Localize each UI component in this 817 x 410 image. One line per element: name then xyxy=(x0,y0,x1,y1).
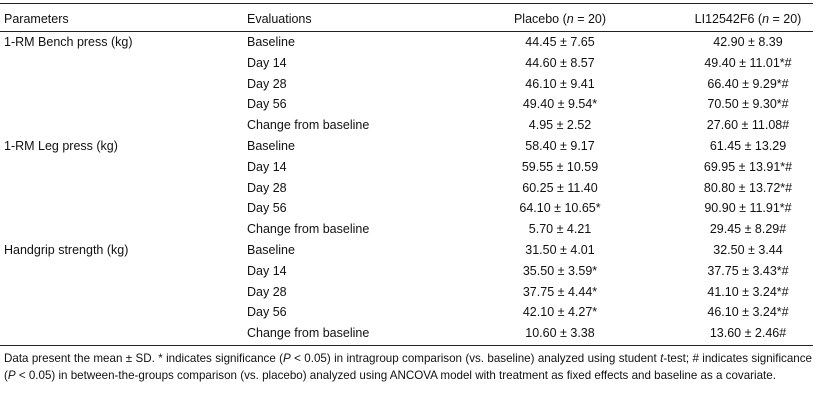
cell-parameter xyxy=(0,323,247,344)
cell-parameter xyxy=(0,198,247,219)
cell-treatment: 29.45 ± 8.29# xyxy=(709,222,787,237)
table-row: Day 14 59.55 ± 10.59 69.95 ± 13.91*# xyxy=(0,157,813,178)
cell-treatment: 80.80 ± 13.72*# xyxy=(703,180,793,195)
cell-parameter: 1-RM Bench press (kg) xyxy=(4,35,133,49)
cell-evaluation: Baseline xyxy=(247,35,295,49)
cell-treatment: 37.75 ± 3.43*# xyxy=(707,263,789,278)
cell-parameter xyxy=(0,302,247,323)
cell-parameter: Handgrip strength (kg) xyxy=(4,242,129,257)
table-footnote: Data present the mean ± SD. * indicates … xyxy=(4,350,812,384)
table-row: Day 56 42.10 ± 4.27* 46.10 ± 3.24*# xyxy=(0,302,813,323)
cell-evaluation: Day 28 xyxy=(247,76,287,91)
table-row: Day 14 35.50 ± 3.59* 37.75 ± 3.43*# xyxy=(0,261,813,282)
cell-placebo: 37.75 ± 4.44* xyxy=(522,284,598,299)
table-row: Day 28 60.25 ± 11.40 80.80 ± 13.72*# xyxy=(0,178,813,199)
cell-placebo: 46.10 ± 9.41 xyxy=(525,76,595,91)
cell-parameter: 1-RM Leg press (kg) xyxy=(4,138,118,153)
cell-treatment: 70.50 ± 9.30*# xyxy=(707,97,789,112)
cell-evaluation: Change from baseline xyxy=(247,118,370,133)
cell-parameter xyxy=(0,53,247,74)
cell-treatment: 90.90 ± 11.91*# xyxy=(704,201,792,216)
table-row: 1-RM Bench press (kg) Baseline 44.45 ± 7.6… xyxy=(0,32,813,53)
cell-evaluation: Day 28 xyxy=(247,284,287,299)
header-evaluations: Evaluations xyxy=(247,12,312,26)
cell-placebo: 58.40 ± 9.17 xyxy=(525,138,595,153)
results-table: Parameters Evaluations Placebo (n = 20) … xyxy=(0,9,813,344)
cell-evaluation: Day 56 xyxy=(247,201,287,216)
cell-placebo: 60.25 ± 11.40 xyxy=(522,180,598,195)
cell-evaluation: Change from baseline xyxy=(247,222,370,237)
table-row: Handgrip strength (kg) Baseline 31.50 ± 4.… xyxy=(0,240,813,261)
table-row: Day 28 37.75 ± 4.44* 41.10 ± 3.24*# xyxy=(0,282,813,303)
cell-treatment: 61.45 ± 13.29 xyxy=(709,138,787,153)
table-bottom-rule xyxy=(0,345,813,346)
table-row: Change from baseline 10.60 ± 3.38 13.60 ± … xyxy=(0,323,813,344)
cell-placebo: 42.10 ± 4.27* xyxy=(522,305,598,320)
cell-placebo: 49.40 ± 9.54* xyxy=(522,97,598,112)
header-placebo: Placebo (n = 20) xyxy=(513,12,607,26)
table-header-row: Parameters Evaluations Placebo (n = 20) … xyxy=(0,9,813,29)
cell-placebo: 10.60 ± 3.38 xyxy=(525,326,595,341)
cell-placebo: 44.60 ± 8.57 xyxy=(525,55,595,70)
cell-treatment: 32.50 ± 3.44 xyxy=(713,242,783,257)
cell-treatment: 69.95 ± 13.91*# xyxy=(703,159,793,174)
cell-placebo: 31.50 ± 4.01 xyxy=(525,242,595,257)
cell-placebo: 64.10 ± 10.65* xyxy=(519,201,601,216)
cell-evaluation: Day 56 xyxy=(247,305,287,320)
cell-parameter xyxy=(0,94,247,115)
cell-evaluation: Day 14 xyxy=(247,55,287,70)
cell-evaluation: Baseline xyxy=(247,242,295,257)
cell-treatment: 41.10 ± 3.24*# xyxy=(707,284,789,299)
cell-evaluation: Day 56 xyxy=(247,97,287,112)
cell-treatment: 42.90 ± 8.39 xyxy=(713,35,783,49)
cell-evaluation: Day 14 xyxy=(247,263,287,278)
cell-treatment: 49.40 ± 11.01*# xyxy=(704,55,792,70)
header-treatment: LI12542F6 (n = 20) xyxy=(694,12,802,26)
cell-parameter xyxy=(0,115,247,136)
table-row: Change from baseline 5.70 ± 4.21 29.45 ± 8… xyxy=(0,219,813,240)
cell-parameter xyxy=(0,178,247,199)
table-body: 1-RM Bench press (kg) Baseline 44.45 ± 7.6… xyxy=(0,32,813,344)
cell-treatment: 27.60 ± 11.08# xyxy=(706,118,790,133)
cell-treatment: 13.60 ± 2.46# xyxy=(709,326,787,341)
cell-evaluation: Change from baseline xyxy=(247,326,370,341)
cell-treatment: 46.10 ± 3.24*# xyxy=(707,305,789,320)
cell-evaluation: Baseline xyxy=(247,138,295,153)
cell-parameter xyxy=(0,157,247,178)
cell-parameter xyxy=(0,282,247,303)
table-row: Day 56 64.10 ± 10.65* 90.90 ± 11.91*# xyxy=(0,198,813,219)
cell-placebo: 35.50 ± 3.59* xyxy=(522,263,598,278)
cell-treatment: 66.40 ± 9.29*# xyxy=(707,76,789,91)
table-row: 1-RM Leg press (kg) Baseline 58.40 ± 9.17 6… xyxy=(0,136,813,157)
header-parameters: Parameters xyxy=(4,12,69,26)
table-header-rule xyxy=(0,31,813,32)
cell-parameter xyxy=(0,74,247,95)
table-row: Day 14 44.60 ± 8.57 49.40 ± 11.01*# xyxy=(0,53,813,74)
table-top-rule xyxy=(0,3,813,4)
cell-placebo: 59.55 ± 10.59 xyxy=(521,159,599,174)
cell-placebo: 44.45 ± 7.65 xyxy=(525,35,595,49)
cell-placebo: 5.70 ± 4.21 xyxy=(528,222,592,237)
cell-placebo: 4.95 ± 2.52 xyxy=(528,118,592,133)
cell-evaluation: Day 28 xyxy=(247,180,287,195)
table-row: Day 56 49.40 ± 9.54* 70.50 ± 9.30*# xyxy=(0,94,813,115)
cell-parameter xyxy=(0,219,247,240)
footnote-text: Data present the mean ± SD. * indicates … xyxy=(4,352,812,382)
cell-parameter xyxy=(0,261,247,282)
cell-evaluation: Day 14 xyxy=(247,159,287,174)
table-row: Change from baseline 4.95 ± 2.52 27.60 ± 1… xyxy=(0,115,813,136)
table-row: Day 28 46.10 ± 9.41 66.40 ± 9.29*# xyxy=(0,74,813,95)
